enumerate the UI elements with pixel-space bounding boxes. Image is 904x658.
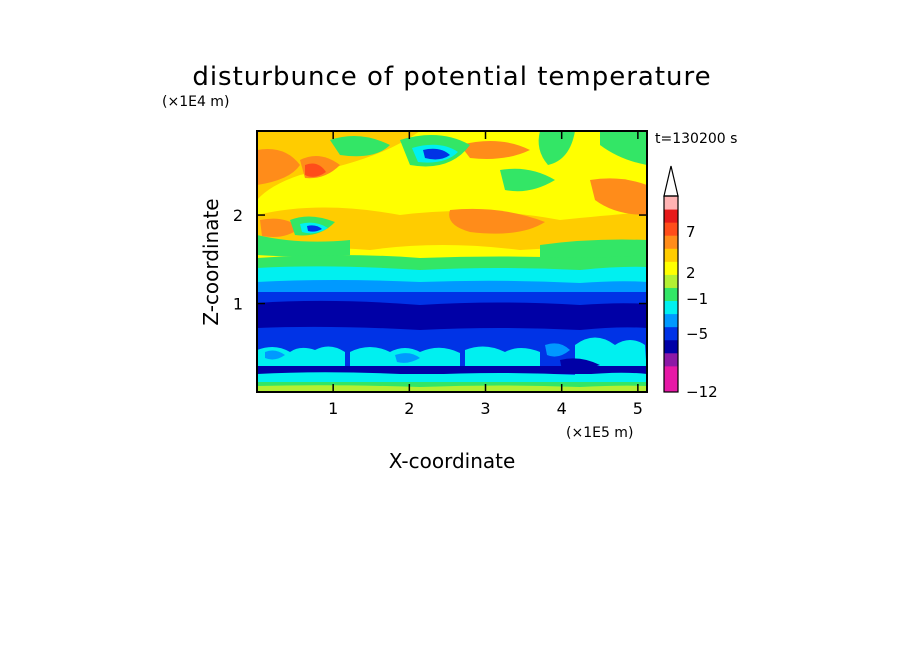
colorbar-extend-arrow <box>663 165 679 197</box>
orange-patch <box>460 141 530 159</box>
colorbar-label: −5 <box>686 325 708 343</box>
x-unit-label: (×1E5 m) <box>566 425 633 441</box>
orange-patch <box>260 218 300 237</box>
gold-band <box>257 207 647 252</box>
blue-patch <box>307 225 322 232</box>
colorbar-swatch <box>664 196 678 210</box>
blue-patch <box>423 148 450 160</box>
y-tick-label: 1 <box>233 295 243 314</box>
x-tick-label: 2 <box>404 399 414 418</box>
green-patch <box>540 239 647 262</box>
orange-patch <box>257 149 300 185</box>
x-tick-label: 4 <box>557 399 567 418</box>
y-tick-label: 2 <box>233 206 243 225</box>
colorbar: 7 2 −1 −5 −12 <box>663 165 718 401</box>
y-unit-label: (×1E4 m) <box>162 94 229 110</box>
colorbar-swatch <box>664 261 678 275</box>
plot-frame <box>256 130 648 393</box>
lightblue-patch <box>265 350 285 360</box>
colorbar-swatch <box>664 313 678 328</box>
colorbar-label: 2 <box>686 264 696 282</box>
colorbar-swatch <box>664 248 678 262</box>
colorbar-swatch <box>664 222 678 236</box>
colorbar-swatch <box>664 287 678 302</box>
x-axis: 1 2 3 4 5 <box>328 131 643 418</box>
y-axis-label: Z-coordinate <box>199 198 223 325</box>
green-patch <box>500 168 555 192</box>
colorbar-frame <box>663 195 679 393</box>
green-patch <box>257 235 350 257</box>
colorbar-swatch <box>664 274 678 288</box>
colorbar-swatch <box>664 352 678 367</box>
orange-patch <box>449 208 545 234</box>
x-axis-label: X-coordinate <box>389 449 516 473</box>
colorbar-swatch <box>664 365 678 380</box>
redorange-patch <box>305 163 326 177</box>
time-label: t=130200 s <box>655 131 737 147</box>
colorbar-swatch <box>664 300 678 315</box>
y-axis: 12 <box>233 206 647 314</box>
chart-title: disturbunce of potential temperature <box>192 62 711 92</box>
orange-patch <box>590 178 647 215</box>
colorbar-swatch <box>664 339 678 354</box>
contour-field <box>257 131 647 392</box>
colorbar-swatch <box>664 378 678 393</box>
lightblue-patch <box>545 343 570 357</box>
x-tick-label: 1 <box>328 399 338 418</box>
lightblue-patch <box>395 353 420 363</box>
colorbar-label: 7 <box>686 223 696 241</box>
yellowgreen-surface <box>257 385 647 392</box>
lightblue-band <box>257 280 647 295</box>
colorbar-label: −1 <box>686 290 708 308</box>
green-patch <box>330 136 390 157</box>
green-patch <box>538 131 575 165</box>
colorbar-swatch <box>664 235 678 249</box>
colorbar-label: −12 <box>686 383 718 401</box>
x-tick-label: 3 <box>480 399 490 418</box>
colorbar-swatch <box>664 326 678 341</box>
cyan-surface <box>257 372 647 385</box>
green-patch <box>600 131 647 165</box>
x-tick-label: 5 <box>633 399 643 418</box>
colorbar-swatch <box>664 209 678 223</box>
navy-lowband <box>257 366 647 374</box>
